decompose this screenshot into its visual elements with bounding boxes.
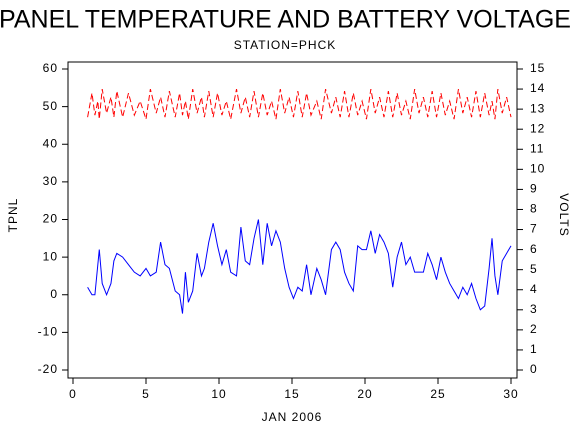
y2-tick-label: 4 xyxy=(530,282,538,296)
y2-tick-label: 6 xyxy=(530,242,538,256)
y2-tick-label: 0 xyxy=(530,362,538,376)
x-tick-label: 30 xyxy=(503,387,518,401)
x-tick-label: 0 xyxy=(69,387,77,401)
series-line xyxy=(87,88,512,120)
y2-tick-label: 1 xyxy=(530,342,538,356)
x-tick-label: 20 xyxy=(357,387,372,401)
x-tick-label: 10 xyxy=(211,387,226,401)
x-tick-label: 15 xyxy=(284,387,299,401)
chart-subtitle: STATION=PHCK xyxy=(234,38,337,52)
y-tick-label: -10 xyxy=(38,325,58,339)
y-tick-label: -20 xyxy=(38,362,58,376)
y2-tick-label: 7 xyxy=(530,222,538,236)
y-tick-label: 0 xyxy=(50,287,58,301)
y-tick-label: 20 xyxy=(43,212,58,226)
plot-frame xyxy=(67,61,518,379)
y2-tick-label: 5 xyxy=(530,262,538,276)
y2-tick-label: 8 xyxy=(530,202,538,216)
x-tick-label: 25 xyxy=(430,387,445,401)
y2-axis-label: VOLTS xyxy=(557,193,570,236)
y2-tick-label: 9 xyxy=(530,182,538,196)
y2-tick-label: 15 xyxy=(530,61,545,75)
y2-tick-label: 11 xyxy=(530,141,544,155)
y2-tick-label: 14 xyxy=(530,81,545,95)
y-tick-label: 30 xyxy=(43,174,58,188)
y-tick-label: 50 xyxy=(43,99,58,113)
y-tick-label: 40 xyxy=(43,136,58,150)
chart-title: PANEL TEMPERATURE AND BATTERY VOLTAGE xyxy=(0,6,570,34)
y-tick-label: 60 xyxy=(43,61,58,75)
x-axis-label: JAN 2006 xyxy=(262,410,323,424)
y-tick-label: 10 xyxy=(43,249,58,263)
y2-tick-label: 3 xyxy=(530,302,538,316)
y2-tick-label: 13 xyxy=(530,101,545,115)
x-tick-label: 5 xyxy=(142,387,150,401)
y2-tick-label: 10 xyxy=(530,162,545,176)
y2-tick-label: 2 xyxy=(530,322,538,336)
series-line xyxy=(87,219,512,314)
y-axis-label: TPNL xyxy=(6,198,20,233)
y2-tick-label: 12 xyxy=(530,121,545,135)
